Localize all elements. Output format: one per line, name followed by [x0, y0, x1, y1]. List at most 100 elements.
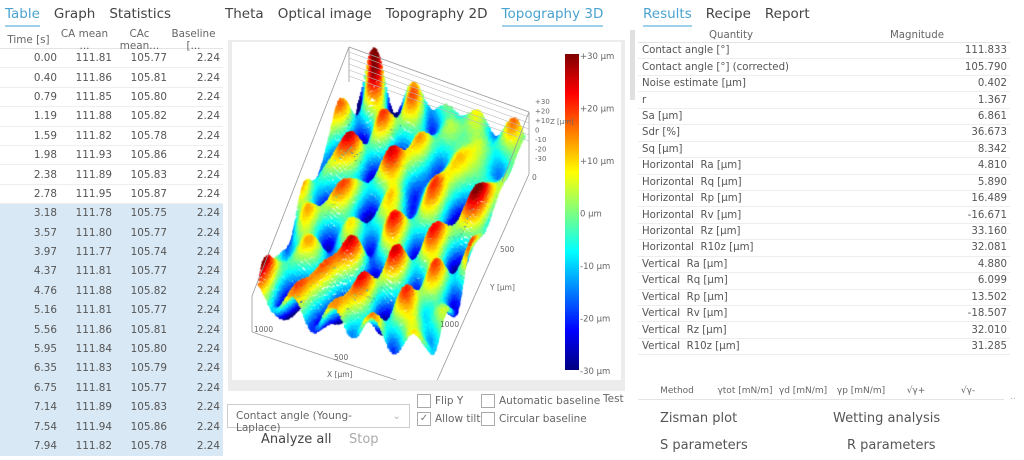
results-panel: Results Recipe Report Quantity Magnitude… [630, 0, 1024, 460]
table-row[interactable]: 5.16 111.81 105.77 2.24 [0, 301, 223, 321]
s-parameters-button[interactable]: S parameters [660, 438, 748, 453]
automatic-baseline-checkbox[interactable]: Automatic baseline [481, 394, 600, 408]
table-row[interactable]: 0.00 111.81 105.77 2.24 [0, 49, 223, 69]
result-row[interactable]: Sa [µm] 6.861 [638, 109, 1010, 126]
tab-theta[interactable]: Theta [225, 6, 264, 22]
table-cell: 1.59 [33, 129, 57, 142]
result-row[interactable]: Vertical Ra [µm] 4.880 [638, 257, 1010, 274]
checkbox-box[interactable] [481, 412, 495, 426]
result-row[interactable]: Vertical Rp [µm] 13.502 [638, 290, 1010, 306]
table-row[interactable]: 2.78 111.95 105.87 2.24 [0, 185, 223, 205]
column-header-ca-mean[interactable]: CA mean ... [60, 27, 109, 52]
result-row[interactable]: Vertical Rv [µm] -18.507 [638, 306, 1010, 323]
flip-y-checkbox[interactable]: Flip Y [417, 394, 463, 408]
result-row[interactable]: Horizontal R10z [µm] 32.081 [638, 240, 1010, 257]
method-select[interactable]: Contact angle (Young-Laplace) ⌄ [227, 404, 410, 434]
tab-report[interactable]: Report [764, 6, 810, 22]
result-row[interactable]: Horizontal Rv [µm] -16.671 [638, 207, 1010, 224]
table-row[interactable]: 4.76 111.88 105.82 2.24 [0, 281, 223, 302]
surface-canvas[interactable] [232, 42, 621, 380]
result-row[interactable]: Horizontal Rz [µm] 33.160 [638, 224, 1010, 241]
table-cell: 105.77 [130, 381, 167, 394]
table-row[interactable]: 1.98 111.93 105.86 2.24 [0, 146, 223, 166]
result-row[interactable]: r 1.367 [638, 92, 1010, 109]
result-row[interactable]: Vertical Rq [µm] 6.099 [638, 273, 1010, 290]
table-row[interactable]: 1.59 111.82 105.78 2.24 [0, 127, 223, 146]
column-header-gamma-p[interactable]: γp [mN/m] [836, 386, 886, 396]
result-quantity: Vertical Ra [µm] [642, 258, 728, 270]
zisman-plot-button[interactable]: Zisman plot [660, 411, 738, 426]
allow-tilt-checkbox[interactable]: ✓ Allow tilt [417, 412, 480, 426]
result-row[interactable]: Vertical Rz [µm] 32.010 [638, 322, 1010, 339]
table-row[interactable]: 3.97 111.77 105.74 2.24 [0, 242, 223, 263]
stop-button[interactable]: Stop [349, 432, 379, 447]
test-button[interactable]: Test [603, 393, 624, 405]
result-quantity: Vertical Rq [µm] [642, 275, 728, 287]
tab-results[interactable]: Results [643, 4, 692, 27]
more-columns-indicator[interactable]: .. [1010, 392, 1016, 402]
result-value: 1.367 [977, 94, 1007, 106]
result-row[interactable]: Contact angle [°] 111.833 [638, 43, 1010, 60]
column-header-magnitude[interactable]: Magnitude [890, 29, 944, 41]
table-row[interactable]: 6.75 111.81 105.77 2.24 [0, 378, 223, 399]
analyze-all-button[interactable]: Analyze all [261, 432, 332, 447]
r-parameters-button[interactable]: R parameters [847, 438, 936, 453]
tab-graph[interactable]: Graph [53, 6, 96, 22]
tab-statistics[interactable]: Statistics [109, 6, 172, 22]
checkbox-box[interactable] [481, 394, 495, 408]
result-row[interactable]: Sq [µm] 8.342 [638, 142, 1010, 159]
table-cell: 105.77 [130, 304, 167, 317]
column-header-sqrt-gamma-minus[interactable]: √γ- [960, 386, 976, 396]
table-cell: 105.80 [130, 90, 167, 103]
table-row[interactable]: 7.14 111.89 105.83 2.24 [0, 398, 223, 418]
result-row[interactable]: Horizontal Rp [µm] 16.489 [638, 191, 1010, 208]
column-header-gamma-d[interactable]: γd [mN/m] [778, 386, 828, 396]
checkmark-icon[interactable]: ✓ [417, 412, 431, 426]
tab-table[interactable]: Table [5, 4, 40, 27]
table-row[interactable]: 6.35 111.83 105.79 2.24 [0, 359, 223, 379]
plot-frame: +30 µm +20 µm +10 µm 0 µm -10 µm -20 µm -30 µm… [228, 40, 625, 391]
table-row[interactable]: 1.19 111.88 105.82 2.24 [0, 107, 223, 127]
column-header-gamma-tot[interactable]: γtot [mN/m] [717, 386, 773, 396]
grid-line [348, 51, 530, 118]
table-row[interactable]: 4.37 111.81 105.77 2.24 [0, 262, 223, 282]
tab-topography-3d[interactable]: Topography 3D [501, 4, 604, 27]
table-row[interactable]: 2.38 111.89 105.83 2.24 [0, 165, 223, 185]
table-row[interactable]: 5.95 111.84 105.80 2.24 [0, 339, 223, 360]
result-row[interactable]: Vertical R10z [µm] 31.285 [638, 339, 1010, 356]
tab-topography-2d[interactable]: Topography 2D [385, 6, 488, 22]
result-row[interactable]: Sdr [%] 36.673 [638, 125, 1010, 142]
column-header-cac-mean[interactable]: CAc mean... [119, 27, 160, 52]
tab-recipe[interactable]: Recipe [705, 6, 751, 22]
result-row[interactable]: Horizontal Ra [µm] 4.810 [638, 158, 1010, 175]
table-row[interactable]: 7.54 111.94 105.86 2.24 [0, 417, 223, 437]
column-header-method[interactable]: Method [660, 386, 694, 396]
result-row[interactable]: Horizontal Rq [µm] 5.890 [638, 175, 1010, 191]
table-row[interactable]: 7.94 111.82 105.78 2.24 [0, 436, 223, 457]
tab-optical-image[interactable]: Optical image [277, 6, 372, 22]
checkbox-box[interactable] [417, 394, 431, 408]
wetting-analysis-button[interactable]: Wetting analysis [833, 411, 941, 426]
topography-3d-plot[interactable]: +30 µm +20 µm +10 µm 0 µm -10 µm -20 µm -30 µm… [232, 42, 621, 380]
column-header-quantity[interactable]: Quantity [708, 29, 754, 41]
column-header-sqrt-gamma-plus[interactable]: √γ+ [906, 386, 926, 396]
surface-energy-table-header: Method γtot [mN/m] γd [mN/m] γp [mN/m] √… [638, 383, 1004, 400]
table-row[interactable]: 0.79 111.85 105.80 2.24 [0, 88, 223, 108]
table-row[interactable]: 3.18 111.78 105.75 2.24 [0, 204, 223, 224]
grid-line [348, 63, 530, 130]
column-header-time[interactable]: Time [s] [7, 33, 50, 46]
z-tick-label: +20 [535, 108, 550, 116]
table-row[interactable]: 3.57 111.80 105.77 2.24 [0, 223, 223, 243]
result-row[interactable]: Noise estimate [µm] 0.402 [638, 76, 1010, 93]
table-cell: 1.19 [33, 110, 57, 123]
checkbox-label: Allow tilt [435, 413, 481, 425]
table-row[interactable]: 0.40 111.86 105.81 2.24 [0, 68, 223, 88]
result-value: 6.099 [977, 275, 1007, 287]
table-row[interactable]: 5.56 111.86 105.81 2.24 [0, 320, 223, 340]
circular-baseline-checkbox[interactable]: Circular baseline [481, 412, 587, 426]
table-cell: 111.85 [75, 90, 112, 103]
column-header-baseline[interactable]: Baseline [... [171, 27, 216, 52]
scrollbar[interactable] [630, 30, 635, 100]
result-row[interactable]: Contact angle [°] (corrected) 105.790 [638, 59, 1010, 76]
table-cell: 111.80 [75, 226, 112, 239]
